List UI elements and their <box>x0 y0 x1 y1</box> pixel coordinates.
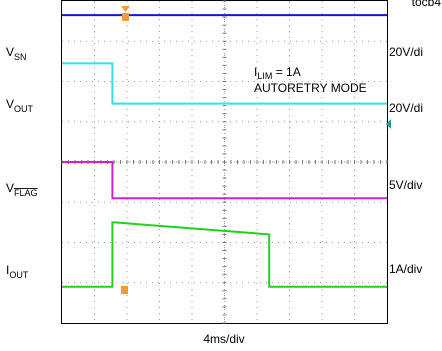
trace-vout <box>62 62 387 105</box>
waveform-traces <box>62 14 387 288</box>
scale-label-iout: 1A/div <box>389 262 422 276</box>
trace-iout <box>62 221 387 288</box>
x-axis-label: 4ms/div <box>203 332 244 346</box>
ilim-annotation: ILIM = 1A <box>254 65 301 81</box>
figure-id: tocb4 <box>412 0 442 9</box>
channel-label-vsn: VSN <box>6 45 27 62</box>
channel-marker <box>386 119 391 129</box>
trigger-marker <box>121 6 130 21</box>
channel-label-iout: IOUT <box>6 263 29 280</box>
ground-marker <box>121 286 128 294</box>
scale-label-vout: 20V/di <box>389 101 423 115</box>
channel-label-vout: VOUT <box>6 97 34 114</box>
channel-labels: VSN VOUT VFLAG IOUT <box>6 45 38 280</box>
scale-label-vsn: 20V/di <box>389 45 423 59</box>
scale-label-vflag: 5V/div <box>389 178 422 192</box>
mode-annotation: AUTORETRY MODE <box>254 81 367 95</box>
channel-label-vflag: VFLAG <box>6 181 38 198</box>
trace-vflag <box>62 161 387 200</box>
scale-labels: 20V/di 20V/di 5V/div 1A/div <box>389 45 423 276</box>
